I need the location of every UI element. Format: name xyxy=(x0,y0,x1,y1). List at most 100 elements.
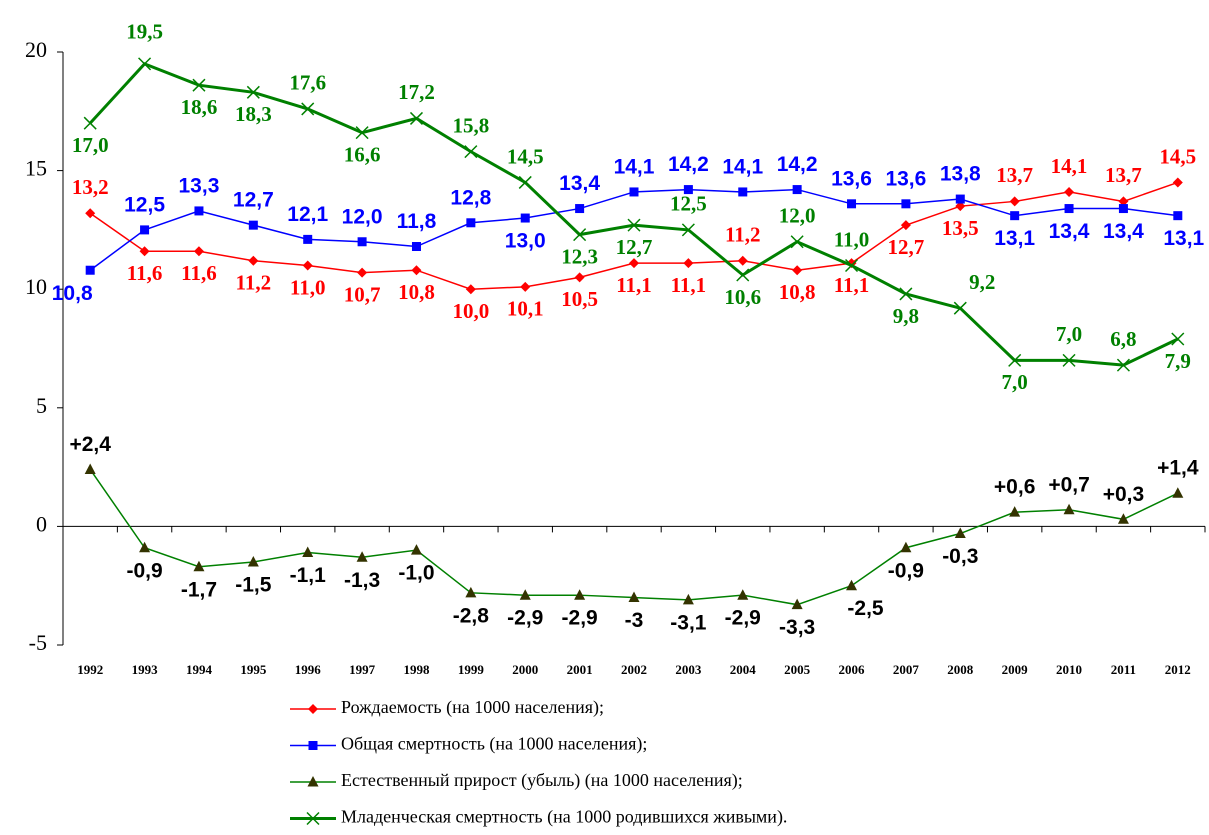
y-tick-label: 20 xyxy=(25,37,47,62)
data-label: +0,7 xyxy=(1048,473,1089,496)
data-label: 13,0 xyxy=(505,230,546,253)
marker xyxy=(194,206,204,216)
x-tick-label: 2005 xyxy=(784,662,811,677)
data-label: 13,4 xyxy=(1103,220,1144,243)
data-label: 14,1 xyxy=(1051,154,1088,178)
data-label: 10,5 xyxy=(561,287,598,311)
marker xyxy=(355,126,369,140)
data-label: -3,3 xyxy=(779,616,815,639)
marker xyxy=(140,225,150,235)
data-label: -0,3 xyxy=(942,545,978,568)
marker xyxy=(1116,358,1130,372)
data-label: -3,1 xyxy=(670,611,707,634)
marker xyxy=(246,85,260,99)
marker xyxy=(790,235,804,249)
marker xyxy=(954,527,966,539)
x-tick-label: 1999 xyxy=(458,662,485,677)
marker xyxy=(308,741,318,750)
x-tick-label: 1996 xyxy=(295,662,322,677)
marker xyxy=(575,204,585,214)
x-tick-label: 2002 xyxy=(621,662,647,677)
data-label: +0,3 xyxy=(1103,483,1144,506)
data-label: -0,9 xyxy=(888,559,924,582)
data-label: 14,5 xyxy=(507,144,544,168)
data-label: -1,7 xyxy=(181,578,217,601)
data-label: 17,0 xyxy=(72,133,109,157)
marker xyxy=(1063,503,1075,515)
data-label: 6,8 xyxy=(1110,327,1136,351)
data-label: -1,5 xyxy=(235,574,272,597)
data-label: 11,1 xyxy=(616,273,652,297)
marker xyxy=(792,265,803,276)
data-label: 10,6 xyxy=(724,285,761,309)
marker xyxy=(900,220,911,231)
marker xyxy=(1117,513,1129,524)
x-tick-label: 1995 xyxy=(240,662,267,677)
data-label: 7,0 xyxy=(1056,322,1082,346)
data-label: 11,6 xyxy=(181,261,217,285)
data-label: 13,5 xyxy=(942,216,979,240)
data-label: 13,1 xyxy=(994,227,1035,250)
marker xyxy=(85,265,95,275)
x-tick-label: 2008 xyxy=(947,662,974,677)
marker xyxy=(248,255,259,266)
marker xyxy=(1118,204,1128,214)
data-label: 13,4 xyxy=(559,172,600,195)
data-label: 14,2 xyxy=(668,153,709,176)
data-label: -1,3 xyxy=(344,569,380,592)
data-label: 12,7 xyxy=(616,235,653,259)
marker xyxy=(955,201,966,212)
marker xyxy=(847,199,857,209)
data-label: 11,8 xyxy=(397,210,437,233)
marker xyxy=(409,111,424,125)
marker xyxy=(1172,487,1184,498)
legend-label: Младенческая смертность (на 1000 родивши… xyxy=(341,807,787,828)
data-label: 17,6 xyxy=(289,71,326,95)
data-label: +1,4 xyxy=(1157,457,1199,480)
data-label: 13,2 xyxy=(72,175,109,199)
data-label: 11,1 xyxy=(671,273,707,297)
marker xyxy=(306,811,320,826)
x-tick-label: 2012 xyxy=(1165,662,1191,677)
data-label: -2,8 xyxy=(453,604,490,627)
data-label: 18,6 xyxy=(181,95,218,119)
data-label: 12,7 xyxy=(233,189,274,212)
y-tick-label: -5 xyxy=(29,630,47,655)
data-label: -0,9 xyxy=(126,559,162,582)
marker xyxy=(302,260,313,271)
marker xyxy=(683,258,694,269)
legend-label: Естественный прирост (убыль) (на 1000 на… xyxy=(341,770,743,791)
x-tick-label: 2000 xyxy=(512,662,538,677)
x-tick-label: 1993 xyxy=(132,662,159,677)
data-label: 12,3 xyxy=(561,244,598,268)
x-tick-label: 1994 xyxy=(186,662,213,677)
data-label: 14,2 xyxy=(777,153,818,176)
data-label: 11,0 xyxy=(290,275,326,299)
data-label: 13,4 xyxy=(1049,220,1090,243)
marker xyxy=(681,223,695,237)
marker xyxy=(1008,353,1022,367)
marker xyxy=(1064,186,1075,197)
y-tick-label: 0 xyxy=(36,511,47,536)
data-label: -2,5 xyxy=(847,597,884,620)
data-label: 11,6 xyxy=(127,261,163,285)
marker xyxy=(1118,196,1129,207)
y-tick-label: 10 xyxy=(25,274,47,299)
marker xyxy=(518,175,532,189)
data-label: +2,4 xyxy=(69,433,111,456)
marker xyxy=(682,593,694,605)
y-tick-label: 5 xyxy=(36,393,47,418)
marker xyxy=(901,199,911,209)
marker xyxy=(466,218,476,228)
x-tick-label: 2003 xyxy=(675,662,702,677)
data-label: 14,1 xyxy=(722,155,763,178)
marker xyxy=(139,541,151,553)
marker xyxy=(83,116,97,130)
marker xyxy=(84,463,96,474)
x-tick-label: 2006 xyxy=(839,662,866,677)
marker xyxy=(308,704,318,714)
marker xyxy=(1172,177,1183,188)
marker xyxy=(247,555,259,567)
marker xyxy=(899,287,913,301)
